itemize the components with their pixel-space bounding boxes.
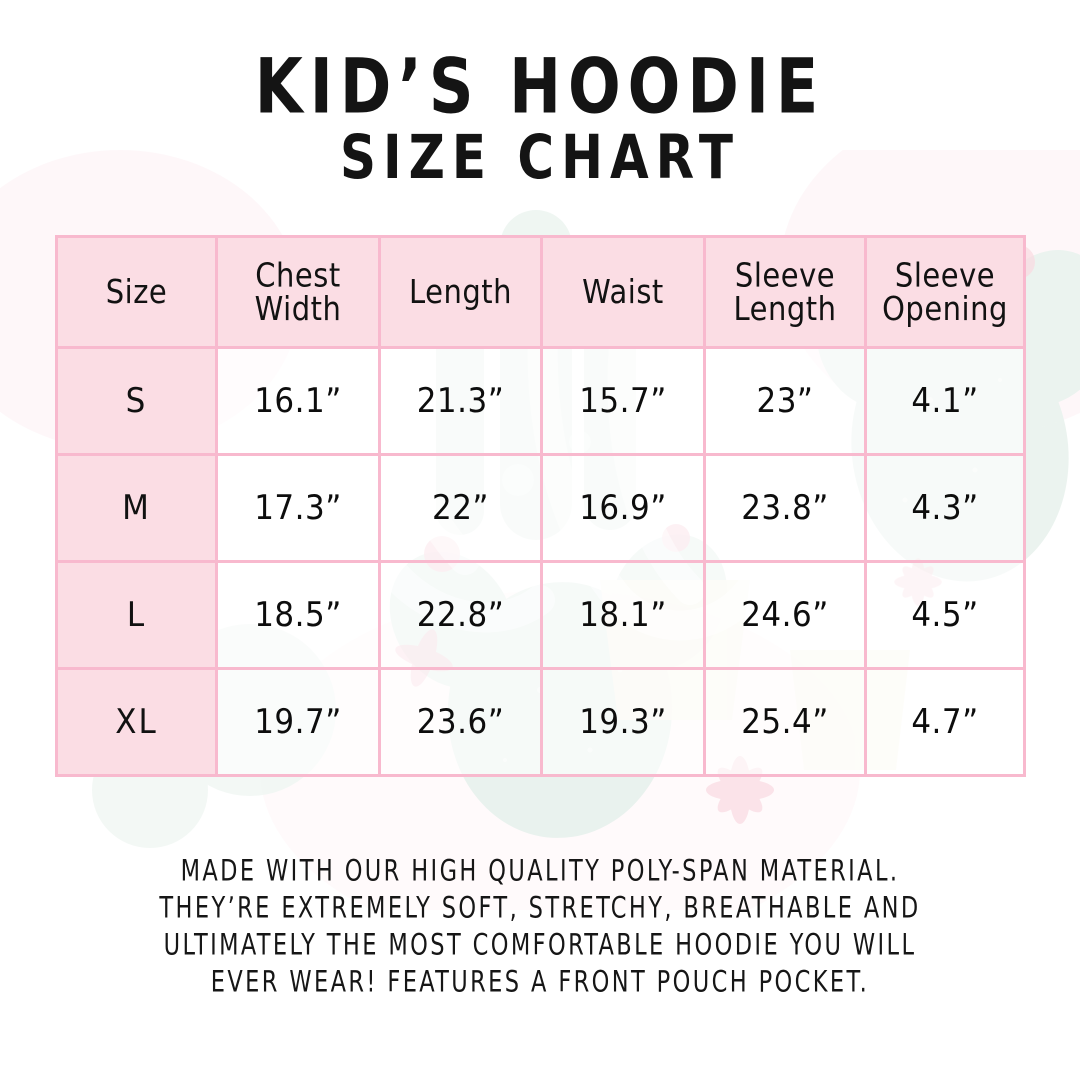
- cell-value: 22.8”: [416, 595, 505, 635]
- cell-sleeve-opening: 4.5”: [864, 560, 1026, 670]
- cell-chest-width: 18.5”: [215, 560, 381, 670]
- cell-value: 4.7”: [911, 702, 979, 742]
- size-chart-table: Size Chest Width Length Waist: [55, 235, 1026, 777]
- cell-sleeve-length: 24.6”: [703, 560, 867, 670]
- cell-sleeve-opening: 4.1”: [864, 346, 1026, 456]
- header-label-part: Sleeve: [734, 255, 836, 295]
- column-header-sleeve-length: Sleeve Length: [703, 235, 867, 349]
- cell-length: 21.3”: [378, 346, 543, 456]
- cell-value: 21.3”: [416, 381, 505, 421]
- cell-size: S: [55, 346, 218, 456]
- table-row: M 17.3” 22” 16.9” 23.8” 4.3”: [55, 453, 1026, 563]
- header-label-part: Sleeve: [894, 255, 996, 295]
- cell-sleeve-length: 23”: [703, 346, 867, 456]
- column-header-chest-width: Chest Width: [215, 235, 381, 349]
- cell-value: 25.4”: [741, 702, 829, 742]
- cell-waist: 18.1”: [540, 560, 706, 670]
- header-label: Waist: [582, 272, 664, 311]
- title-line-secondary: SIZE CHART: [339, 122, 741, 194]
- footer-line: ULTIMATELY THE MOST COMFORTABLE HOODIE Y…: [163, 927, 917, 962]
- header-label-part: Width: [254, 289, 342, 328]
- cell-waist: 19.3”: [540, 667, 706, 777]
- cell-length: 22”: [378, 453, 543, 563]
- cell-value: 18.1”: [579, 595, 667, 635]
- cell-sleeve-opening: 4.7”: [864, 667, 1026, 777]
- column-header-length: Length: [378, 235, 543, 349]
- size-chart-table-wrapper: Size Chest Width Length Waist: [55, 235, 1026, 777]
- cell-value: 16.1”: [254, 381, 342, 421]
- header-label: Length: [408, 272, 513, 311]
- cell-value: 18.5”: [254, 595, 342, 635]
- table-row: S 16.1” 21.3” 15.7” 23” 4.1”: [55, 346, 1026, 456]
- column-header-size: Size: [55, 235, 218, 349]
- cell-value: 23”: [756, 381, 814, 421]
- cell-value: XL: [115, 702, 158, 742]
- page-title: KID’S HOODIE SIZE CHART: [0, 41, 1080, 189]
- cell-value: S: [125, 381, 148, 421]
- cell-value: 4.5”: [911, 595, 979, 635]
- cell-size: XL: [55, 667, 218, 777]
- header-label: Sleeve Length: [733, 258, 836, 326]
- footer-line: MADE WITH OUR HIGH QUALITY POLY-SPAN MAT…: [180, 853, 900, 888]
- cell-value: 16.9”: [579, 488, 667, 528]
- cell-value: 17.3”: [254, 488, 342, 528]
- cell-chest-width: 19.7”: [215, 667, 381, 777]
- cell-value: 19.3”: [579, 702, 667, 742]
- header-label: Size: [105, 272, 168, 311]
- cell-sleeve-length: 23.8”: [703, 453, 867, 563]
- cell-chest-width: 17.3”: [215, 453, 381, 563]
- cell-size: M: [55, 453, 218, 563]
- footer-line: THEY’RE EXTREMELY SOFT, STRETCHY, BREATH…: [159, 890, 921, 925]
- cell-sleeve-opening: 4.3”: [864, 453, 1026, 563]
- cell-value: 23.6”: [416, 702, 505, 742]
- header-label: Sleeve Opening: [882, 258, 1008, 326]
- header-label-part: Length: [733, 289, 837, 328]
- column-header-waist: Waist: [540, 235, 706, 349]
- column-header-sleeve-opening: Sleeve Opening: [864, 235, 1026, 349]
- header-label-part: Chest: [255, 255, 341, 295]
- cell-value: L: [126, 595, 147, 635]
- cell-value: 24.6”: [741, 595, 829, 635]
- cell-chest-width: 16.1”: [215, 346, 381, 456]
- cell-value: 22”: [431, 488, 489, 528]
- footer-line: EVER WEAR! FEATURES A FRONT POUCH POCKET…: [210, 964, 870, 999]
- table-row: L 18.5” 22.8” 18.1” 24.6” 4.5”: [55, 560, 1026, 670]
- cell-length: 23.6”: [378, 667, 543, 777]
- cell-value: 23.8”: [741, 488, 829, 528]
- footer-description: MADE WITH OUR HIGH QUALITY POLY-SPAN MAT…: [0, 852, 1080, 1000]
- cell-value: 4.1”: [911, 381, 979, 421]
- title-line-primary: KID’S HOODIE: [254, 41, 826, 131]
- cell-size: L: [55, 560, 218, 670]
- header-label: Chest Width: [255, 258, 342, 326]
- cell-waist: 15.7”: [540, 346, 706, 456]
- table-row: XL 19.7” 23.6” 19.3” 25.4” 4.7”: [55, 667, 1026, 777]
- cell-value: 4.3”: [911, 488, 979, 528]
- cell-value: 19.7”: [254, 702, 342, 742]
- cell-value: 15.7”: [579, 381, 667, 421]
- cell-length: 22.8”: [378, 560, 543, 670]
- header-label-part: Opening: [882, 289, 1008, 328]
- cell-value: M: [122, 488, 151, 528]
- cell-sleeve-length: 25.4”: [703, 667, 867, 777]
- cell-waist: 16.9”: [540, 453, 706, 563]
- table-header-row: Size Chest Width Length Waist: [55, 235, 1026, 349]
